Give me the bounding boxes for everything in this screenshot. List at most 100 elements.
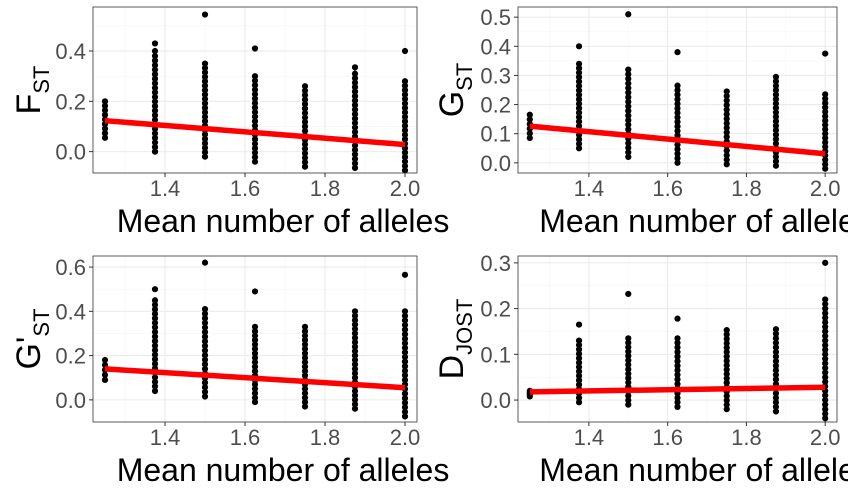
data-point [822, 95, 829, 102]
x-tick-label: 1.4 [574, 176, 605, 201]
data-point [151, 107, 159, 114]
data-point [301, 150, 309, 157]
data-point [251, 154, 259, 161]
data-point [723, 133, 730, 141]
data-point [723, 161, 730, 168]
data-point [151, 297, 159, 304]
data-point [575, 118, 583, 125]
data-point [401, 91, 409, 98]
point-column [723, 88, 730, 168]
data-point [101, 98, 109, 105]
data-point [251, 104, 259, 111]
data-point [101, 107, 109, 114]
fit-line [529, 384, 826, 395]
data-point [723, 370, 730, 378]
data-point [625, 379, 632, 386]
data-point [822, 126, 829, 133]
data-point [822, 296, 829, 303]
data-point [151, 338, 159, 345]
data-point [401, 95, 409, 103]
y-tick-label: 0.4 [55, 39, 86, 64]
y-axis-title-main: G [433, 91, 471, 117]
data-point [351, 308, 359, 315]
data-point [625, 357, 632, 364]
data-point [575, 341, 583, 349]
data-point [201, 113, 209, 120]
data-point [723, 401, 730, 408]
data-point [151, 40, 159, 47]
data-point [822, 104, 829, 111]
data-point [101, 371, 109, 379]
data-point [625, 121, 632, 128]
data-point [723, 115, 730, 122]
fit-line [104, 366, 406, 391]
data-point [674, 123, 681, 130]
data-point [822, 355, 829, 362]
data-point [201, 91, 209, 98]
data-point [351, 146, 359, 154]
data-point [401, 353, 409, 361]
data-point [351, 110, 359, 118]
data-point [772, 362, 780, 369]
data-point [723, 335, 730, 342]
data-point [401, 344, 409, 352]
data-point [101, 356, 109, 364]
point-column [251, 288, 259, 406]
x-tick-label: 2.0 [390, 176, 421, 201]
data-point [625, 94, 632, 101]
y-axis-title-main: F [10, 94, 48, 115]
y-tick-label: 0.5 [480, 5, 511, 30]
data-point [674, 100, 681, 107]
data-point [101, 125, 109, 132]
data-point [723, 102, 730, 109]
data-point [401, 331, 409, 338]
data-point [201, 388, 209, 396]
data-point [822, 328, 829, 335]
data-point [575, 65, 583, 72]
data-point [822, 374, 829, 381]
data-point [251, 394, 259, 401]
data-point [674, 105, 681, 112]
data-point [674, 339, 681, 346]
data-point [674, 348, 681, 356]
data-point [401, 367, 409, 374]
data-point [625, 397, 632, 404]
data-point [351, 164, 359, 172]
data-point [674, 358, 681, 365]
data-point [575, 145, 583, 152]
data-point [251, 91, 259, 98]
data-point [575, 69, 583, 76]
data-point [301, 163, 309, 170]
data-point [251, 328, 259, 335]
data-point [351, 401, 359, 408]
data-point [772, 390, 780, 397]
data-point [822, 130, 829, 137]
data-point [251, 118, 259, 125]
data-point [351, 84, 359, 91]
data-point [251, 73, 259, 80]
data-point [301, 92, 309, 99]
point-column [301, 323, 309, 410]
data-point [772, 394, 780, 401]
data-point [625, 71, 632, 78]
data-point [301, 354, 309, 361]
data-point [822, 360, 829, 367]
y-axis-title: FST [10, 66, 54, 115]
data-point [251, 136, 259, 143]
data-point [401, 326, 409, 333]
y-tick-label: 0.6 [55, 255, 86, 280]
data-point [575, 78, 583, 85]
data-point [723, 397, 730, 404]
data-point [575, 74, 583, 81]
data-point [772, 131, 780, 138]
data-point [151, 383, 159, 390]
data-point [772, 376, 780, 383]
data-point [201, 140, 209, 147]
panel-djost: 1.4 1.6 1.8 2.0 0.0 0.1 0.2 0.3 Mean number of a… [433, 251, 848, 488]
y-axis-title-subscript: ST [452, 63, 477, 91]
y-axis-title-main: D [433, 355, 471, 380]
data-point [772, 348, 780, 356]
data-point [625, 117, 632, 124]
data-point [772, 91, 780, 98]
data-point [301, 390, 309, 397]
